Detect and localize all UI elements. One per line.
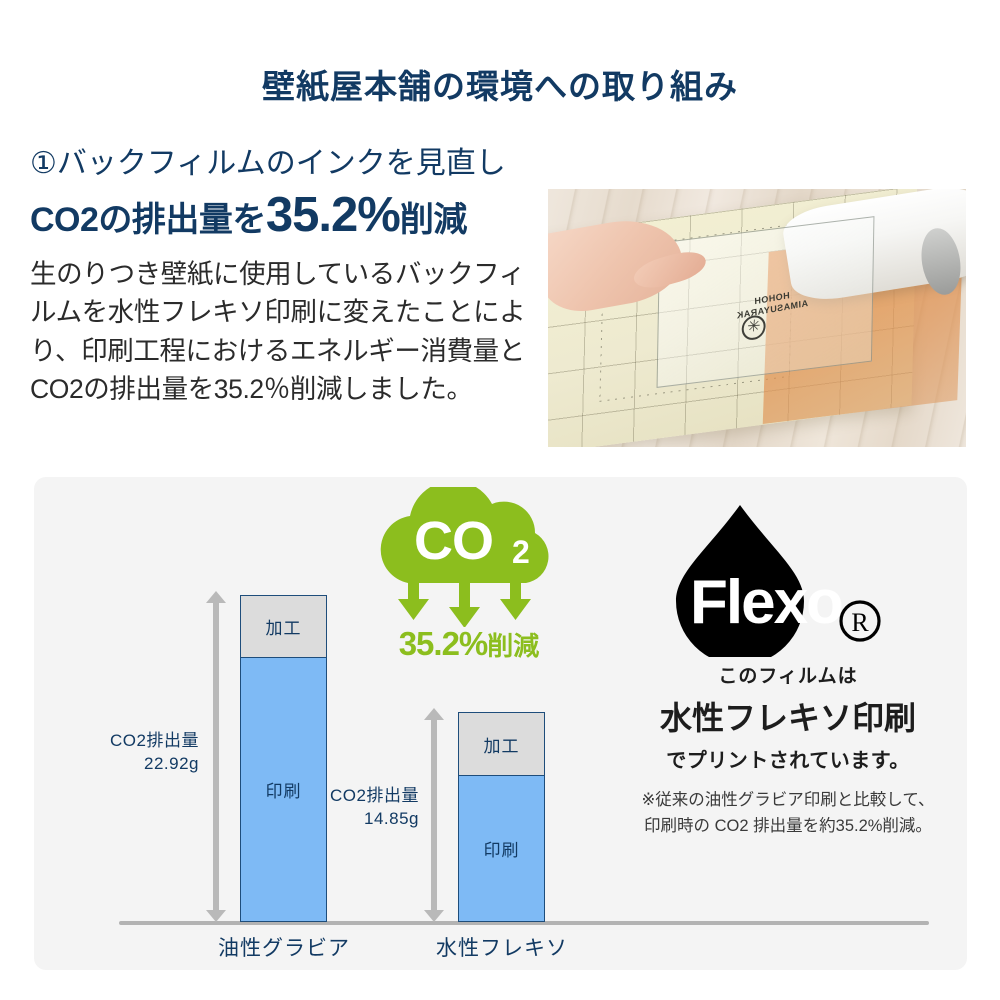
photo-transparent-film: HOHOH AIMASUYARAK xyxy=(656,216,875,389)
flexo-footnote: ※従来の油性グラビア印刷と比較して、 印刷時の CO2 排出量を約35.2%削減… xyxy=(609,787,967,840)
photo-film-print-mark: HOHOH AIMASUYARAK xyxy=(735,290,808,321)
arrow-down-icon xyxy=(206,910,226,922)
registered-mark-icon: R xyxy=(839,600,881,642)
intro-block: ①バックフィルムのインクを見直し CO2の排出量を35.2%削減 生のりつき壁紙… xyxy=(30,147,550,409)
measure-arrow-gravure xyxy=(206,591,226,922)
co2-reduction-suffix: 削減 xyxy=(487,631,540,661)
intro-body-text: 生のりつき壁紙に使用しているバックフィルムを水性フレキソ印刷に変えたことにより、… xyxy=(30,258,526,405)
co2-bar-chart: CO2排出量 22.92g CO2排出量 14.85g 加工 印刷 油性グラビア xyxy=(34,477,929,970)
bar-flexo: 加工 印刷 xyxy=(458,712,545,922)
measure-label-gravure: CO2排出量 22.92g xyxy=(4,730,199,776)
co2-reduction-value: 35.2% xyxy=(398,625,489,662)
intro-heading-2: CO2の排出量を35.2%削減 xyxy=(30,187,550,242)
flexo-footnote-line-2: 印刷時の CO2 排出量を約35.2%削減。 xyxy=(644,817,932,836)
measure-label-title: CO2排出量 xyxy=(330,786,419,805)
bar-gravure: 加工 印刷 xyxy=(240,595,327,922)
co2-reduction-badge: CO 2 35.2%削減 xyxy=(364,487,574,687)
svg-text:R: R xyxy=(851,608,869,637)
chart-baseline-axis xyxy=(119,921,929,925)
category-label-flexo: 水性フレキソ xyxy=(436,937,568,960)
intro-heading-2-suffix: 削減 xyxy=(399,200,468,239)
measure-label-flexo: CO2排出量 14.85g xyxy=(224,785,419,831)
measure-label-value: 14.85g xyxy=(364,808,419,828)
flexo-droplet-icon: Flexo R xyxy=(676,505,881,657)
comparison-panel: CO2排出量 22.92g CO2排出量 14.85g 加工 印刷 油性グラビア xyxy=(34,477,967,970)
flexo-logo: Flexo R xyxy=(609,497,967,657)
bar-segment-process: 加工 xyxy=(241,596,326,658)
intro-heading-2-prefix: CO2の排出量を xyxy=(30,200,266,239)
arrow-up-icon xyxy=(424,708,444,720)
intro-heading-1: ①バックフィルムのインクを見直し xyxy=(30,147,506,180)
svg-text:CO: CO xyxy=(414,511,493,571)
svg-text:2: 2 xyxy=(512,534,530,570)
flexo-footnote-line-1: ※従来の油性グラビア印刷と比較して、 xyxy=(641,791,935,809)
bar-segment-print: 印刷 xyxy=(241,658,326,921)
backfilm-photo: HOHOH AIMASUYARAK xyxy=(548,189,966,447)
measure-arrow-flexo xyxy=(424,708,444,922)
measure-label-title: CO2排出量 xyxy=(110,731,199,750)
bar-segment-print: 印刷 xyxy=(459,776,544,921)
flexo-sub2-label: でプリントされています。 xyxy=(666,750,910,772)
flexo-main-label: 水性フレキソ印刷 xyxy=(659,700,916,736)
measure-shaft xyxy=(213,602,219,911)
co2-cloud-icon: CO 2 xyxy=(380,487,549,627)
category-label-gravure: 油性グラビア xyxy=(218,937,350,960)
measure-shaft xyxy=(431,719,437,911)
co2-reduction-text: 35.2%削減 xyxy=(364,625,574,663)
svg-text:Flexo: Flexo xyxy=(690,568,842,637)
measure-label-value: 22.92g xyxy=(144,753,199,773)
flexo-certification-block: Flexo R このフィルムは 水性フレキソ印刷 でプリントされています。 ※従… xyxy=(609,497,967,840)
bar-segment-process: 加工 xyxy=(459,713,544,776)
arrow-up-icon xyxy=(206,591,226,603)
page-title: 壁紙屋本舗の環境への取り組み xyxy=(262,68,738,105)
flexo-sub-label: このフィルムは xyxy=(718,666,858,687)
intro-heading-2-value: 35.2% xyxy=(265,187,401,242)
arrow-down-icon xyxy=(424,910,444,922)
